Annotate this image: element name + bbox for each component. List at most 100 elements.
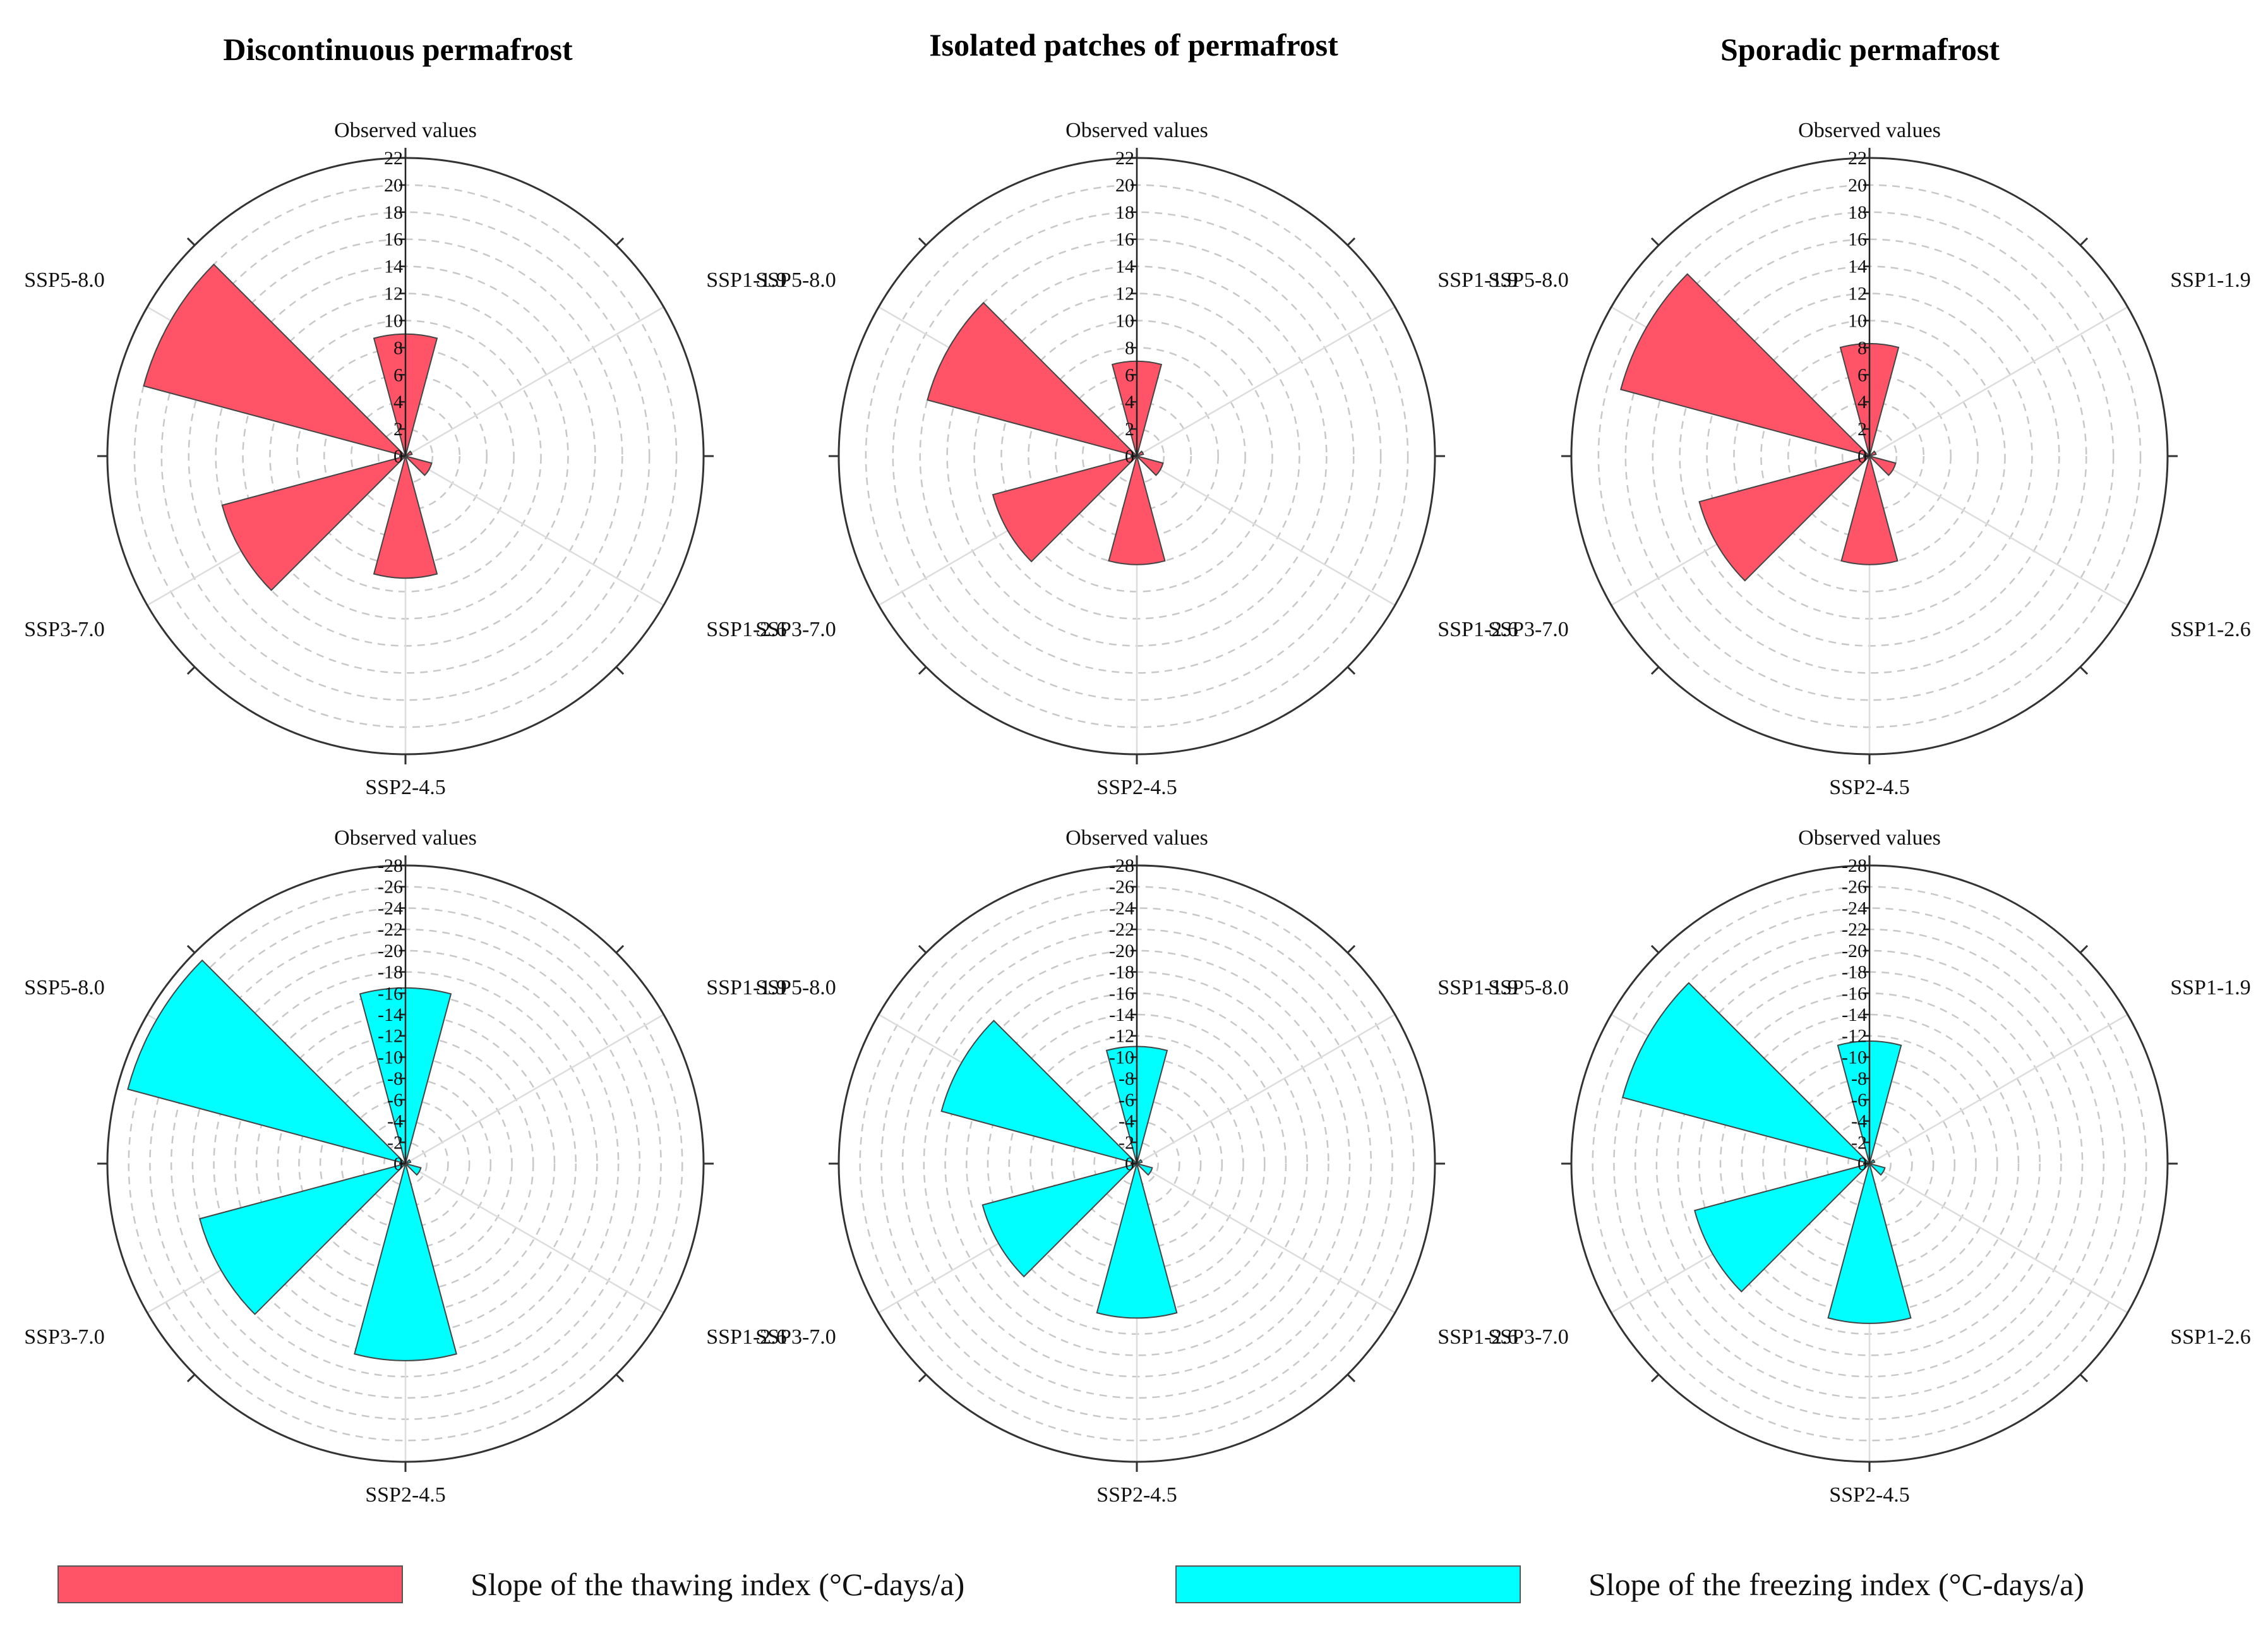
spoke-line: [1869, 1013, 2128, 1165]
bar-freezing-ssp3-7-0: [199, 1162, 408, 1315]
grid-circle: [188, 238, 623, 674]
tick-label: -22: [1842, 919, 1867, 940]
category-label-observed: Observed values: [334, 119, 477, 142]
outer-tick: [1650, 1373, 1660, 1383]
legend-swatch-freezing: [1175, 1565, 1521, 1603]
tick-label: -4: [1851, 1111, 1867, 1132]
category-label-ssp1-2-6: SSP1-2.6: [2170, 618, 2251, 641]
tick-label: -8: [1851, 1068, 1867, 1089]
legend-swatch-thawing: [57, 1565, 403, 1603]
tick-label: -14: [378, 1004, 403, 1025]
tick-label: -26: [1842, 877, 1867, 898]
tick-label: -26: [378, 877, 403, 898]
tick-label: -22: [1109, 919, 1134, 940]
category-label-observed: Observed values: [334, 826, 477, 850]
title-discontinuous: Discontinuous permafrost: [223, 32, 573, 67]
tick-label: -18: [1842, 962, 1867, 983]
category-label-ssp5-8-0: SSP5-8.0: [24, 976, 105, 999]
tick-label: 0: [1857, 1154, 1867, 1174]
tick-label: -12: [1842, 1026, 1867, 1047]
outer-tick: [186, 237, 196, 246]
bar-thawing-ssp1-2-6: [1134, 455, 1164, 476]
bar-freezing-ssp1-2-6: [1134, 1162, 1153, 1176]
category-label-ssp5-8-0: SSP5-8.0: [1488, 976, 1569, 999]
tick-label: 22: [1115, 148, 1134, 169]
tick-label: -18: [1109, 962, 1134, 983]
bar-freezing-ssp3-7-0: [1693, 1162, 1872, 1293]
legend-label-thawing: Slope of the thawing index (°C-days/a): [471, 1567, 964, 1602]
bar-freezing-ssp2-4-5: [1096, 1161, 1178, 1319]
tick-label: -4: [1119, 1111, 1134, 1132]
outer-tick: [2079, 666, 2089, 675]
category-label-ssp5-8-0: SSP5-8.0: [24, 268, 105, 292]
tick-label: 4: [393, 392, 403, 413]
tick-label: 18: [1115, 202, 1134, 223]
title-isolated-patches: Isolated patches of permafrost: [929, 27, 1338, 63]
category-label-ssp1-2-6: SSP1-2.6: [706, 618, 787, 641]
category-label-ssp2-4-5: SSP2-4.5: [1829, 776, 1910, 799]
tick-label: 12: [384, 284, 403, 304]
tick-label: 16: [1115, 229, 1134, 250]
spoke-line: [1869, 1162, 2128, 1314]
bar-thawing-ssp3-7-0: [1698, 455, 1872, 582]
bar-thawing-ssp3-7-0: [221, 455, 408, 591]
tick-label: 8: [1125, 337, 1134, 358]
category-label-ssp1-1-9: SSP1-1.9: [2170, 268, 2251, 292]
outer-tick: [1347, 237, 1356, 246]
tick-label: -20: [378, 941, 403, 961]
bar-freezing-ssp5-8-0: [940, 1020, 1139, 1165]
outer-tick: [2079, 944, 2089, 954]
tick-label: 0: [393, 1154, 403, 1174]
spoke-line: [405, 1013, 664, 1165]
tick-label: -8: [387, 1068, 403, 1089]
panel-thawing-discontinuous: 0 2 4 6 8 10 12 14 16 18 20 22 Observed values SSP1-1…: [24, 119, 787, 799]
tick-label: 18: [1848, 202, 1867, 223]
category-label-ssp2-4-5: SSP2-4.5: [1096, 1483, 1177, 1507]
grid-circle: [1624, 211, 2115, 701]
grid-circle: [892, 211, 1382, 701]
category-label-ssp3-7-0: SSP3-7.0: [755, 1325, 836, 1349]
tick-label: 6: [393, 365, 403, 385]
panel-freezing-discontinuous: 0-2-4-6-8-10-12-14-16-18-20-22-24-26-28 O…: [24, 826, 787, 1507]
outer-tick: [2079, 1373, 2089, 1383]
tick-label: -24: [1842, 898, 1867, 919]
bar-freezing-ssp3-7-0: [981, 1162, 1139, 1278]
category-label-ssp5-8-0: SSP5-8.0: [755, 268, 836, 292]
outer-tick: [918, 1373, 927, 1383]
bar-freezing-ssp1-2-6: [403, 1162, 422, 1176]
outer-tick: [186, 944, 196, 954]
tick-label: 8: [393, 337, 403, 358]
tick-label: -28: [378, 855, 403, 876]
spoke-line: [1869, 455, 2128, 606]
category-label-ssp3-7-0: SSP3-7.0: [24, 618, 105, 641]
grid-circle: [1652, 238, 2087, 674]
outer-tick: [1650, 944, 1660, 954]
tick-label: 18: [384, 202, 403, 223]
category-label-ssp1-2-6: SSP1-2.6: [706, 1325, 787, 1349]
category-label-ssp5-8-0: SSP5-8.0: [755, 976, 836, 999]
category-label-ssp3-7-0: SSP3-7.0: [1488, 618, 1569, 641]
category-label-ssp1-2-6: SSP1-2.6: [1437, 1325, 1518, 1349]
grid-circle: [1787, 374, 1952, 538]
panel-thawing-sporadic: 0 2 4 6 8 10 12 14 16 18 20 22 Observed values SSP1-1…: [1488, 119, 2251, 799]
spoke-line: [1136, 1162, 1396, 1314]
bar-freezing-ssp1-2-6: [1867, 1162, 1886, 1176]
tick-label: -26: [1109, 877, 1134, 898]
outer-tick: [1347, 1373, 1356, 1383]
outer-tick: [615, 1373, 625, 1383]
tick-label: -8: [1119, 1068, 1134, 1089]
title-sporadic: Sporadic permafrost: [1720, 32, 2000, 67]
outer-tick: [1347, 666, 1356, 675]
bar-thawing-ssp2-4-5: [1840, 454, 1899, 565]
category-label-ssp2-4-5: SSP2-4.5: [1829, 1483, 1910, 1507]
category-label-ssp1-2-6: SSP1-2.6: [1437, 618, 1518, 641]
tick-label: 22: [384, 148, 403, 169]
bar-thawing-ssp2-4-5: [373, 454, 438, 579]
category-label-ssp1-1-9: SSP1-1.9: [2170, 976, 2251, 999]
tick-label: -2: [1119, 1132, 1134, 1153]
tick-label: 4: [1857, 392, 1867, 413]
tick-label: -4: [387, 1111, 403, 1132]
tick-label: 20: [384, 175, 403, 196]
tick-label: -2: [387, 1132, 403, 1153]
bar-thawing-ssp3-7-0: [992, 455, 1139, 563]
